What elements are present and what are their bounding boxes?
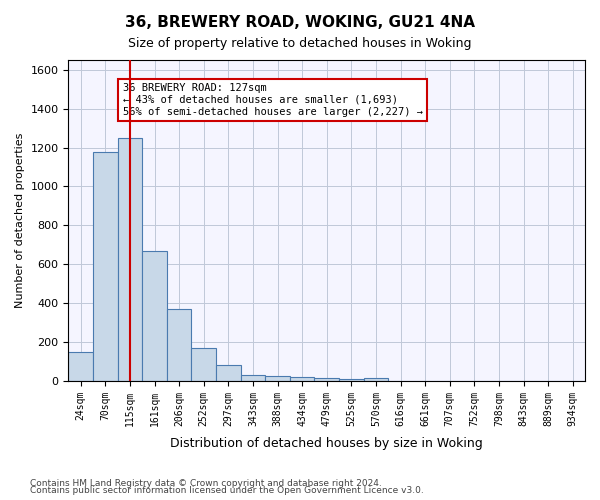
Bar [142, 250, 167, 381]
Text: 36, BREWERY ROAD, WOKING, GU21 4NA: 36, BREWERY ROAD, WOKING, GU21 4NA [125, 15, 475, 30]
Bar [216, 366, 241, 381]
Bar [68, 352, 93, 381]
Bar [93, 152, 118, 381]
Bar [290, 377, 314, 381]
Bar [191, 348, 216, 381]
Text: Size of property relative to detached houses in Woking: Size of property relative to detached ho… [128, 38, 472, 51]
Text: Contains HM Land Registry data © Crown copyright and database right 2024.: Contains HM Land Registry data © Crown c… [30, 478, 382, 488]
Bar [118, 138, 142, 381]
Bar [265, 376, 290, 381]
Bar [241, 375, 265, 381]
Bar [364, 378, 388, 381]
X-axis label: Distribution of detached houses by size in Woking: Distribution of detached houses by size … [170, 437, 483, 450]
Bar [314, 378, 339, 381]
Bar [167, 309, 191, 381]
Y-axis label: Number of detached properties: Number of detached properties [15, 133, 25, 308]
Text: Contains public sector information licensed under the Open Government Licence v3: Contains public sector information licen… [30, 486, 424, 495]
Bar [339, 379, 364, 381]
Text: 36 BREWERY ROAD: 127sqm
← 43% of detached houses are smaller (1,693)
56% of semi: 36 BREWERY ROAD: 127sqm ← 43% of detache… [122, 84, 422, 116]
